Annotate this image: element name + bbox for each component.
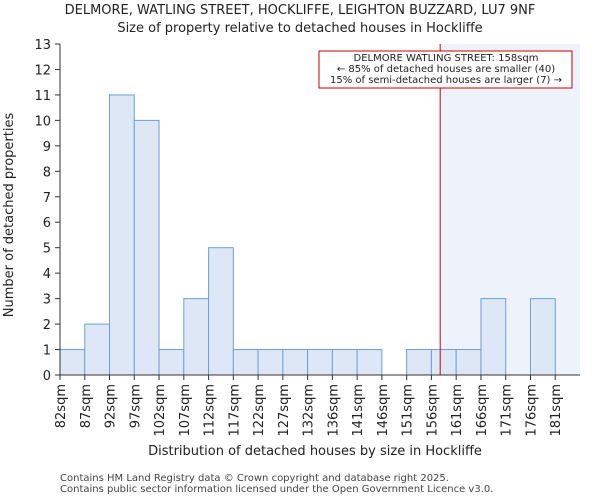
y-tick-label: 2 — [43, 318, 51, 333]
bar-166sqm — [480, 298, 507, 376]
annotation-frame — [318, 50, 573, 89]
y-tick-label: 10 — [34, 114, 51, 129]
annotation-line-1: DELMORE WATLING STREET: 158sqm — [354, 53, 539, 64]
y-tick-label: 0 — [43, 369, 51, 384]
x-ticks: 82sqm 87sqm 92sqm 97sqm 102sqm 107sqm 112sqm 11… — [54, 375, 564, 437]
x-tick-label: 136sqm — [326, 384, 341, 437]
x-tick-label: 156sqm — [425, 384, 440, 437]
bar-156sqm — [430, 349, 457, 376]
x-tick-label: 132sqm — [302, 384, 317, 437]
bar-102sqm — [158, 349, 185, 376]
x-tick-label: 141sqm — [351, 384, 366, 437]
bar-112sqm — [208, 247, 234, 376]
bar-117sqm — [232, 349, 259, 376]
y-tick-label: 9 — [43, 140, 51, 155]
x-tick-label: 151sqm — [401, 384, 416, 437]
y-tick-label: 1 — [43, 344, 51, 359]
bar-107sqm — [183, 298, 210, 376]
bar-176sqm — [529, 298, 556, 376]
x-tick-label: 112sqm — [203, 384, 218, 437]
bars — [59, 94, 556, 376]
bar-136sqm — [331, 349, 358, 376]
x-tick-label: 82sqm — [54, 384, 69, 428]
bar-151sqm — [406, 349, 432, 376]
y-tick-label: 8 — [43, 165, 51, 180]
y-tick-label: 5 — [43, 242, 51, 257]
x-tick-label: 92sqm — [104, 384, 119, 428]
x-tick-label: 102sqm — [153, 384, 168, 437]
annotation-line-2: ← 85% of detached houses are smaller (40… — [337, 64, 555, 75]
x-tick-label: 181sqm — [549, 384, 564, 437]
y-tick-label: 13 — [34, 38, 51, 53]
y-axis-label: Number of detached properties — [2, 113, 17, 318]
annotation-line-3: 15% of semi-detached houses are larger (… — [330, 75, 562, 86]
y-tick-label: 11 — [34, 89, 51, 104]
highlight-region — [440, 44, 580, 375]
x-tick-label: 176sqm — [524, 384, 539, 437]
bar-92sqm — [109, 94, 135, 376]
bar-127sqm — [282, 349, 309, 376]
x-tick-label: 127sqm — [277, 384, 292, 437]
x-tick-label: 117sqm — [227, 384, 242, 437]
y-tick-label: 3 — [43, 293, 51, 308]
axes — [59, 44, 580, 376]
y-tick-label: 4 — [43, 267, 51, 282]
annotation-box: DELMORE WATLING STREET: 158sqm ← 85% of … — [318, 50, 573, 89]
x-tick-label: 171sqm — [500, 384, 515, 437]
larger-region-shade — [440, 44, 580, 375]
bar-141sqm — [356, 349, 383, 376]
x-tick-label: 161sqm — [450, 384, 465, 437]
footer-line-1: Contains HM Land Registry data © Crown c… — [60, 473, 449, 484]
bar-82sqm — [59, 349, 86, 376]
footer-line-2: Contains public sector information licen… — [60, 484, 494, 495]
x-tick-label: 87sqm — [79, 384, 94, 428]
bar-97sqm — [133, 119, 160, 376]
x-tick-label: 166sqm — [475, 384, 490, 437]
bar-161sqm — [455, 349, 482, 376]
x-axis-label: Distribution of detached houses by size … — [148, 444, 482, 459]
x-tick-label: 97sqm — [128, 384, 143, 428]
bar-132sqm — [307, 349, 333, 376]
bar-122sqm — [257, 349, 284, 376]
x-tick-label: 146sqm — [376, 384, 391, 437]
x-tick-label: 107sqm — [178, 384, 193, 437]
y-tick-label: 7 — [43, 191, 51, 206]
y-tick-label: 12 — [34, 63, 51, 78]
y-tick-label: 6 — [43, 216, 51, 231]
x-tick-label: 122sqm — [252, 384, 267, 437]
chart-title: DELMORE, WATLING STREET, HOCKLIFFE, LEIG… — [65, 3, 536, 18]
bar-87sqm — [84, 323, 111, 376]
chart-subtitle: Size of property relative to detached ho… — [117, 21, 482, 36]
